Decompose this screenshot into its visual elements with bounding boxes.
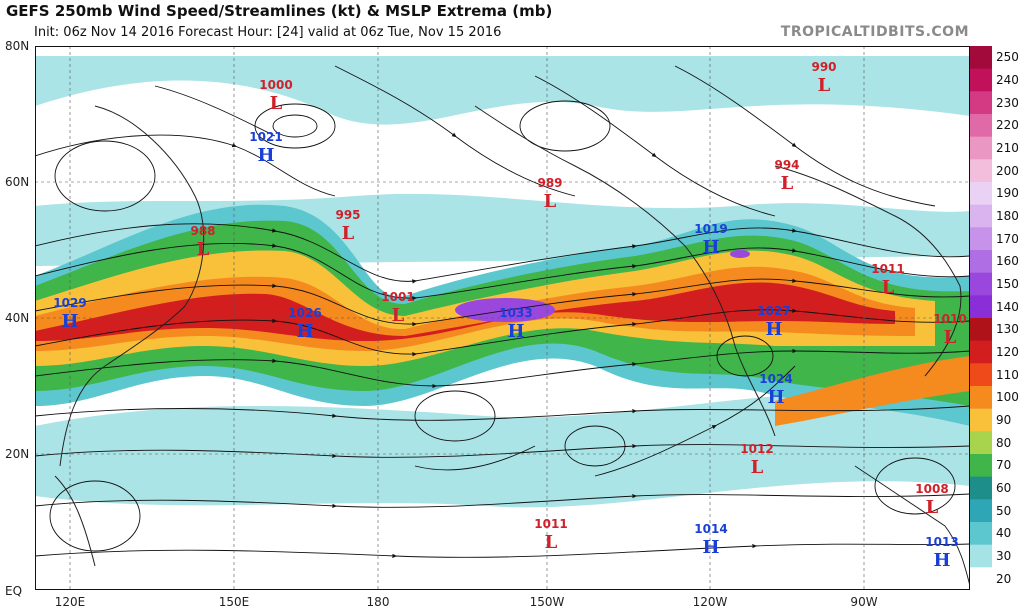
colorbar-swatch [970, 544, 992, 568]
colorbar-swatch [970, 250, 992, 274]
lon-label-150w: 150W [529, 595, 565, 609]
lat-label-20n: 20N [5, 447, 30, 461]
high-pressure-marker: 1029 H [53, 296, 87, 332]
colorbar-tick-label: 210 [996, 141, 1019, 155]
colorbar-tick-label: 30 [996, 549, 1012, 563]
lon-label-120w: 120W [692, 595, 728, 609]
colorbar-tick-label: 150 [996, 277, 1019, 291]
high-pressure-marker: 1027 H [757, 304, 791, 340]
graticule [35, 46, 970, 590]
colorbar-tick-label: 130 [996, 322, 1019, 337]
colorbar-swatch [970, 295, 992, 319]
colorbar-swatch [970, 272, 992, 296]
colorbar-tick-label: 140 [996, 299, 1019, 314]
streamlines [35, 65, 970, 559]
high-pressure-marker: 1013 H [925, 535, 959, 571]
lat-label-eq: EQ [5, 584, 23, 598]
source-credit: TROPICALTIDBITS.COM [780, 24, 969, 40]
colorbar-tick-label: 60 [996, 481, 1012, 495]
colorbar-swatch [970, 91, 992, 115]
speed-band-east-jet [775, 356, 970, 426]
map-title: GEFS 250mb Wind Speed/Streamlines (kt) &… [6, 2, 553, 20]
colorbar-swatch [970, 227, 992, 251]
colorbar-tick-label: 110 [996, 367, 1019, 382]
low-pressure-marker: 990 L [811, 60, 837, 96]
colorbar-swatch [970, 431, 992, 455]
low-pressure-marker: 1012 L [740, 442, 774, 478]
map-frame [35, 46, 970, 590]
low-pressure-marker: 994 L [774, 158, 800, 194]
colorbar-tick-label: 100 [996, 390, 1019, 405]
colorbar-swatch [970, 136, 992, 160]
colorbar-tick-label: 200 [996, 163, 1019, 178]
colorbar-tick-label: 80 [996, 435, 1012, 450]
circulations [49, 100, 956, 552]
colorbar-tick-label: 120 [996, 345, 1019, 359]
high-pressure-marker: 1021 H [249, 130, 283, 166]
colorbar-swatch [970, 204, 992, 228]
colorbar-swatch [970, 522, 992, 546]
high-pressure-marker: 1019 H [694, 222, 728, 258]
colorbar-swatch [970, 159, 992, 183]
colorbar-tick-label: 240 [996, 73, 1019, 87]
colorbar-tick-label: 190 [996, 186, 1019, 201]
lat-label-40n: 40N [5, 311, 30, 325]
colorbar-swatch [970, 340, 992, 364]
colorbar-tick-label: 50 [996, 503, 1012, 518]
colorbar-swatch [970, 182, 992, 206]
low-pressure-marker: 988 L [190, 224, 216, 260]
map-subtitle: Init: 06z Nov 14 2016 Forecast Hour: [24… [34, 25, 502, 40]
colorbar-swatch [970, 454, 992, 478]
lon-label-150e: 150E [218, 595, 250, 609]
colorbar-tick-label: 170 [996, 231, 1019, 246]
colorbar-swatch [970, 408, 992, 432]
colorbar-tick-label: 250 [996, 50, 1019, 65]
colorbar-swatch [970, 499, 992, 523]
colorbar-swatch [970, 68, 992, 92]
low-pressure-marker: 1008 L [915, 482, 949, 518]
colorbar-tick-label: 220 [996, 118, 1019, 133]
colorbar-tick-label: 180 [996, 209, 1019, 223]
colorbar-tick-label: 90 [996, 413, 1012, 427]
low-pressure-marker: 1001 L [381, 290, 415, 326]
lon-label-120e: 120E [54, 595, 86, 609]
colorbar-tick-label: 160 [996, 254, 1019, 269]
high-pressure-marker: 1026 H [288, 306, 322, 342]
colorbar-swatch [970, 476, 992, 500]
colorbar-swatch [970, 114, 992, 138]
low-pressure-marker: 1011 L [534, 517, 568, 553]
wind-map [35, 46, 970, 590]
colorbar-tick-label: 20 [996, 571, 1012, 586]
colorbar-swatch [970, 318, 992, 342]
wind-speed-colorbar [970, 46, 992, 590]
lon-label-90w: 90W [850, 595, 878, 609]
colorbar-swatch [970, 386, 992, 410]
low-pressure-marker: 1010 L [933, 312, 967, 348]
low-pressure-marker: 995 L [335, 208, 361, 244]
colorbar-swatch [970, 567, 992, 590]
lon-label-180: 180 [366, 595, 390, 609]
colorbar-swatch [970, 363, 992, 387]
colorbar-tick-label: 70 [996, 458, 1012, 473]
lat-label-60n: 60N [5, 175, 30, 189]
colorbar-swatch [970, 46, 992, 70]
low-pressure-marker: 1000 L [259, 78, 293, 114]
low-pressure-marker: 989 L [537, 176, 563, 212]
high-pressure-marker: 1033 H [499, 306, 533, 342]
lat-label-80n: 80N [5, 39, 30, 53]
high-pressure-marker: 1014 H [694, 522, 728, 558]
colorbar-tick-label: 40 [996, 526, 1012, 541]
coastlines [54, 105, 970, 587]
low-pressure-marker: 1011 L [871, 262, 905, 298]
colorbar-tick-label: 230 [996, 95, 1019, 110]
high-pressure-marker: 1024 H [759, 372, 793, 408]
